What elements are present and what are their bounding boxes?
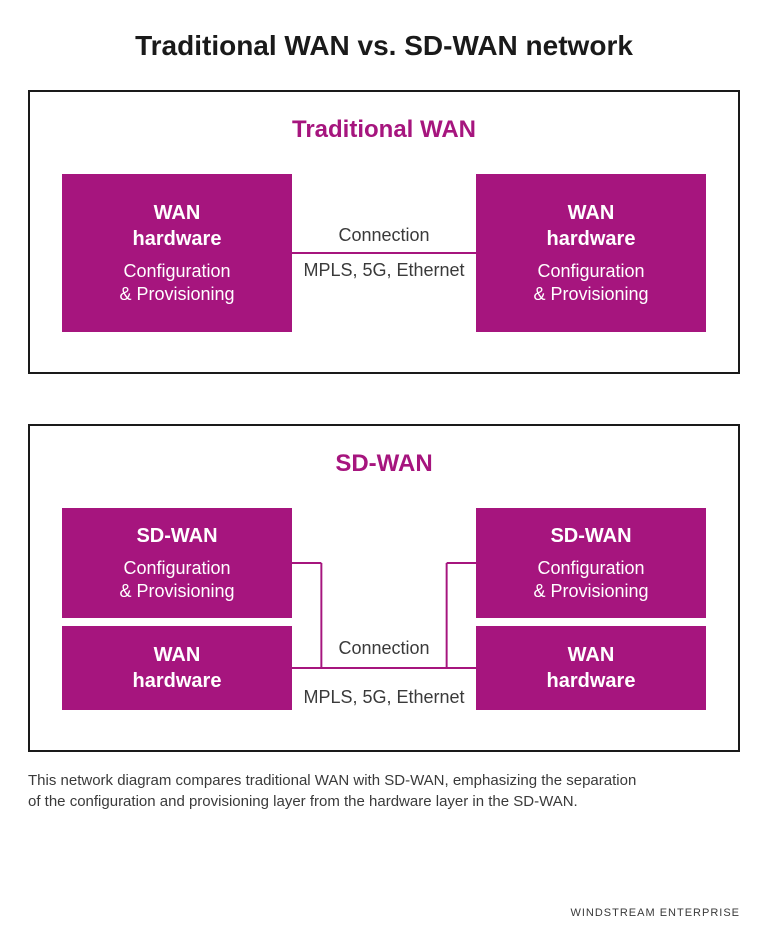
t: & Provisioning bbox=[533, 284, 648, 304]
sdwan-panel: SD-WAN SD-WAN Configuration & Provisioni… bbox=[28, 424, 740, 752]
box-line: SD-WAN bbox=[62, 523, 292, 549]
t: Configuration bbox=[537, 558, 644, 578]
connection-line bbox=[292, 252, 476, 254]
t: SD-WAN bbox=[550, 525, 631, 547]
t: & Provisioning bbox=[119, 581, 234, 601]
sdwan-right-bottom-box: WAN hardware bbox=[476, 626, 706, 710]
traditional-connector: Connection MPLS, 5G, Ethernet bbox=[292, 174, 476, 332]
connection-label: Connection bbox=[338, 225, 429, 246]
box-sub: Configuration & Provisioning bbox=[62, 260, 292, 307]
traditional-left-box: WAN hardware Configuration & Provisionin… bbox=[62, 174, 292, 332]
t: WAN bbox=[154, 202, 201, 224]
sdwan-right-col: SD-WAN Configuration & Provisioning WAN … bbox=[476, 508, 706, 710]
sdwan-right-top-box: SD-WAN Configuration & Provisioning bbox=[476, 508, 706, 618]
t: Configuration bbox=[123, 558, 230, 578]
box-sub: Configuration & Provisioning bbox=[62, 557, 292, 604]
connection-sublabel: MPLS, 5G, Ethernet bbox=[292, 687, 476, 708]
t: WAN bbox=[568, 202, 615, 224]
t: hardware bbox=[547, 670, 636, 692]
t: hardware bbox=[547, 228, 636, 250]
box-line: SD-WAN bbox=[476, 523, 706, 549]
box-line: WAN hardware bbox=[62, 200, 292, 252]
traditional-right-box: WAN hardware Configuration & Provisionin… bbox=[476, 174, 706, 332]
sdwan-left-top-box: SD-WAN Configuration & Provisioning bbox=[62, 508, 292, 618]
box-line: WAN hardware bbox=[476, 642, 706, 694]
box-line: WAN hardware bbox=[62, 642, 292, 694]
t: & Provisioning bbox=[533, 581, 648, 601]
traditional-panel: Traditional WAN WAN hardware Configurati… bbox=[28, 90, 740, 374]
caption: This network diagram compares traditiona… bbox=[28, 770, 740, 812]
sdwan-left-col: SD-WAN Configuration & Provisioning WAN … bbox=[62, 508, 292, 710]
attribution: WINDSTREAM ENTERPRISE bbox=[570, 907, 740, 919]
main-title: Traditional WAN vs. SD-WAN network bbox=[28, 30, 740, 62]
t: hardware bbox=[133, 228, 222, 250]
t: WAN bbox=[568, 644, 615, 666]
traditional-row: WAN hardware Configuration & Provisionin… bbox=[62, 174, 706, 332]
traditional-title: Traditional WAN bbox=[62, 116, 706, 144]
t: Configuration bbox=[123, 261, 230, 281]
box-sub: Configuration & Provisioning bbox=[476, 260, 706, 307]
box-sub: Configuration & Provisioning bbox=[476, 557, 706, 604]
sdwan-row: SD-WAN Configuration & Provisioning WAN … bbox=[62, 508, 706, 710]
connection-label: Connection bbox=[292, 638, 476, 659]
t: SD-WAN bbox=[136, 525, 217, 547]
connection-sublabel: MPLS, 5G, Ethernet bbox=[303, 260, 464, 281]
sdwan-conn-labels: Connection MPLS, 5G, Ethernet bbox=[292, 638, 476, 708]
t: WAN bbox=[154, 644, 201, 666]
caption-line: This network diagram compares traditiona… bbox=[28, 772, 636, 789]
box-line: WAN hardware bbox=[476, 200, 706, 252]
sdwan-left-bottom-box: WAN hardware bbox=[62, 626, 292, 710]
caption-line: of the configuration and provisioning la… bbox=[28, 793, 578, 810]
t: Configuration bbox=[537, 261, 644, 281]
sdwan-title: SD-WAN bbox=[62, 450, 706, 478]
t: & Provisioning bbox=[119, 284, 234, 304]
t: hardware bbox=[133, 670, 222, 692]
